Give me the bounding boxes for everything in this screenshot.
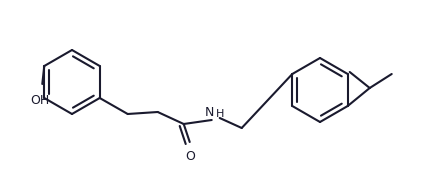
Text: N: N: [205, 105, 214, 119]
Text: OH: OH: [31, 94, 50, 107]
Text: O: O: [185, 150, 195, 163]
Text: H: H: [216, 109, 224, 119]
